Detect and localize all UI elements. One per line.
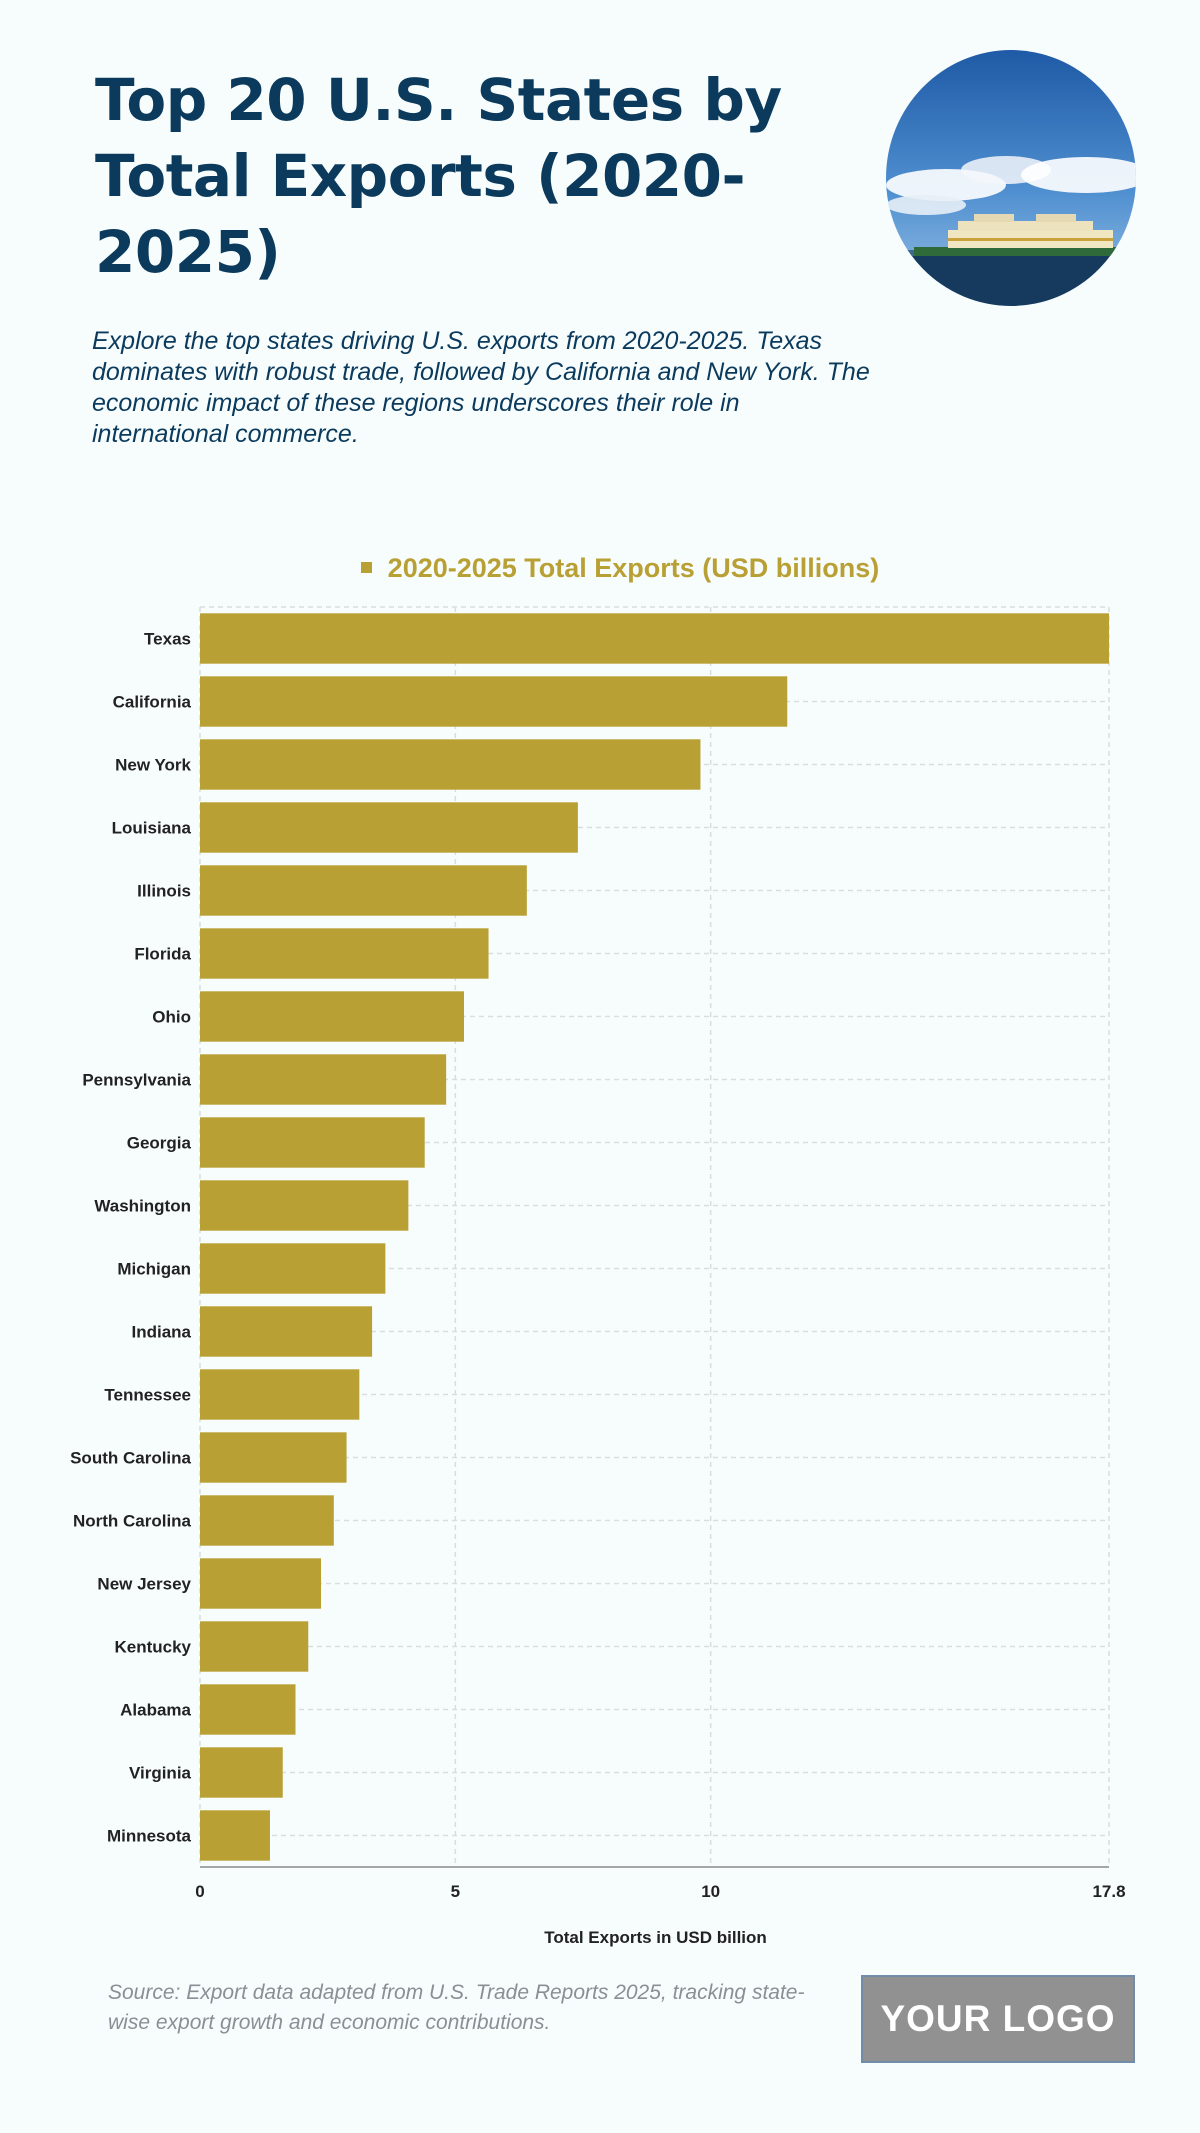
subtitle: Explore the top states driving U.S. expo… <box>92 327 870 448</box>
logo-placeholder: YOUR LOGO <box>861 1975 1135 2063</box>
source-note: Source: Export data adapted from U.S. Tr… <box>108 1981 805 2034</box>
x-tick-label: 10 <box>701 1882 720 1901</box>
bar-virginia <box>200 1747 283 1798</box>
category-label: California <box>113 693 192 712</box>
ferry-image <box>886 50 1136 306</box>
category-label: Georgia <box>127 1134 192 1153</box>
bar-kentucky <box>200 1621 309 1672</box>
legend-swatch <box>360 562 372 574</box>
bar-illinois <box>200 865 527 916</box>
bar-georgia <box>200 1117 425 1168</box>
bar-ohio <box>200 991 465 1042</box>
page-title: Top 20 U.S. States by Total Exports (202… <box>95 66 782 286</box>
x-axis-title: Total Exports in USD billion <box>544 1928 767 1947</box>
category-label: Kentucky <box>114 1638 191 1657</box>
legend-label: 2020-2025 Total Exports (USD billions) <box>387 553 880 583</box>
category-label: North Carolina <box>73 1512 192 1531</box>
category-label: Texas <box>144 630 191 649</box>
bar-michigan <box>200 1243 386 1294</box>
category-label: Michigan <box>117 1260 191 1279</box>
category-label: South Carolina <box>70 1449 191 1468</box>
category-label: Tennessee <box>104 1386 191 1405</box>
bar-florida <box>200 928 489 979</box>
bar-minnesota <box>200 1810 270 1861</box>
category-label: Washington <box>94 1197 191 1216</box>
x-tick-label: 17.8 <box>1092 1882 1125 1901</box>
bar-washington <box>200 1180 409 1231</box>
bar-alabama <box>200 1684 296 1735</box>
bar-north-carolina <box>200 1495 334 1546</box>
bar-new-york <box>200 739 701 790</box>
bar-california <box>200 676 788 727</box>
bar-pennsylvania <box>200 1054 447 1105</box>
category-label: Illinois <box>137 882 191 901</box>
x-tick-label: 0 <box>195 1882 204 1901</box>
bar-louisiana <box>200 802 578 853</box>
category-label: Ohio <box>152 1008 191 1027</box>
ferry-photo <box>886 50 1136 306</box>
category-label: Minnesota <box>107 1827 192 1846</box>
bar-indiana <box>200 1306 373 1357</box>
category-label: Virginia <box>129 1764 192 1783</box>
category-label: New Jersey <box>97 1575 191 1594</box>
category-label: New York <box>115 756 191 775</box>
category-label: Louisiana <box>112 819 192 838</box>
category-label: Pennsylvania <box>82 1071 191 1090</box>
category-label: Indiana <box>131 1323 191 1342</box>
chart-legend: 2020-2025 Total Exports (USD billions) <box>0 553 1200 584</box>
bar-texas <box>200 613 1109 664</box>
category-label: Florida <box>134 945 191 964</box>
bar-tennessee <box>200 1369 360 1420</box>
bar-chart: Texas California New York Louisiana Illinois… <box>70 606 1126 1947</box>
category-label: Alabama <box>120 1701 191 1720</box>
bar-new-jersey <box>200 1558 322 1609</box>
x-tick-label: 5 <box>451 1882 460 1901</box>
bar-south-carolina <box>200 1432 347 1483</box>
